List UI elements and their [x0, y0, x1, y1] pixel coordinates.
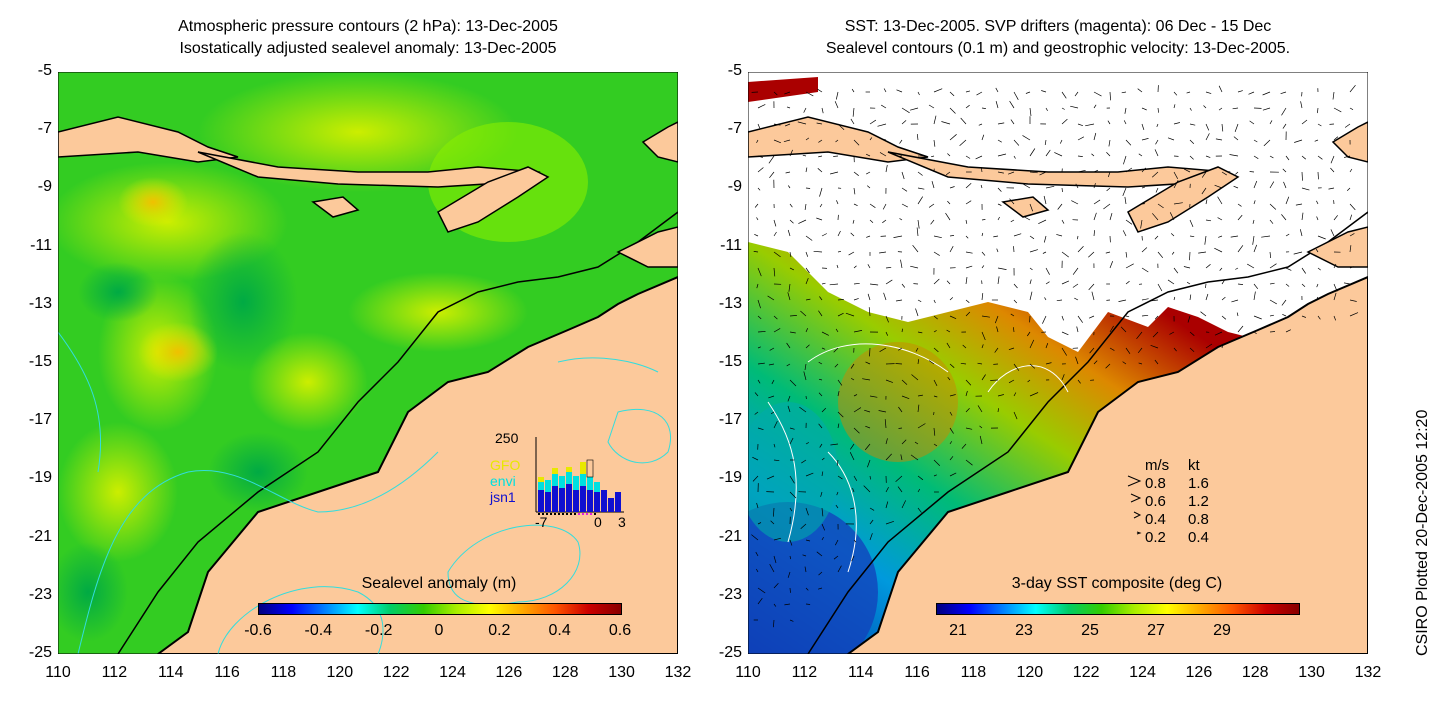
left-x-tick-8: 126 [495, 664, 523, 681]
geostrophic-velocity-vectors [751, 84, 1359, 628]
right-x-tick-4: 118 [960, 664, 987, 681]
sst-colorbar-label: 3-day SST composite (deg C) [1011, 575, 1223, 592]
right-y-tick-9: -23 [718, 585, 742, 603]
right-y-tick-6: -17 [718, 411, 742, 429]
right-y-tick-10: -25 [718, 644, 742, 661]
right-x-tick-3: 116 [904, 664, 930, 681]
sla-colorbar-tick-6: 0.6 [608, 622, 632, 639]
velocity-legend-ms-3: 0.2 [1145, 529, 1166, 546]
right-x-tick-9: 128 [1241, 664, 1269, 681]
sst-colorbar-tick-4: 29 [1213, 622, 1231, 639]
left-y-tick-2: -9 [37, 178, 52, 196]
left-y-tick-0: -5 [37, 62, 52, 79]
sla-colorbar-tick-4: 0.2 [488, 622, 511, 639]
right-y-tick-7: -19 [718, 469, 742, 487]
sla-colorbar-tick-3: 0 [434, 622, 444, 639]
sst-colorbar-tick-1: 23 [1015, 622, 1033, 639]
right-y-tick-8: -21 [718, 527, 742, 545]
left-y-tick-3: -11 [30, 236, 52, 254]
left-x-tick-1: 112 [101, 664, 128, 681]
velocity-legend-kt-3: 0.4 [1188, 529, 1209, 546]
sla-colorbar-tick-2: -0.2 [364, 622, 393, 639]
sst-colorbar-tick-3: 27 [1147, 622, 1165, 639]
velocity-legend-ms-0: 0.8 [1145, 475, 1166, 492]
sla-colorbar-label: Sealevel anomaly (m) [361, 575, 517, 592]
altimeter-histogram-inset [535, 437, 624, 515]
left-x-tick-7: 124 [439, 664, 466, 681]
sealevel-anomaly-map [58, 72, 678, 654]
right-x-tick-7: 124 [1129, 664, 1156, 681]
left-x-tick-9: 128 [551, 664, 579, 681]
velocity-legend-ms-2: 0.4 [1145, 511, 1166, 528]
left-y-tick-8: -21 [28, 527, 52, 545]
inset-xtick-3: 3 [618, 514, 626, 530]
right-x-tick-8: 126 [1185, 664, 1213, 681]
inset-ymax-label: 250 [495, 430, 519, 446]
right-y-tick-3: -11 [720, 236, 742, 254]
left-x-tick-5: 120 [326, 664, 354, 681]
sst-colorbar-tick-2: 25 [1081, 622, 1099, 639]
right-x-tick-5: 120 [1016, 664, 1044, 681]
left-x-tick-2: 114 [157, 664, 184, 681]
left-title-line2: Isostatically adjusted sealevel anomaly:… [179, 40, 557, 57]
left-x-tick-4: 118 [270, 664, 297, 681]
sst-map [748, 72, 1368, 654]
inset-xtick-0: 0 [594, 514, 602, 530]
right-y-tick-0: -5 [727, 62, 742, 79]
right-x-tick-0: 110 [735, 664, 761, 681]
inset-legend-gfo: GFO [490, 457, 521, 473]
left-y-tick-4: -13 [28, 294, 52, 312]
velocity-legend-kt-1: 1.2 [1188, 493, 1209, 510]
right-x-tick-10: 130 [1298, 664, 1325, 681]
sst-colorbar [936, 603, 1300, 615]
left-y-tick-6: -17 [28, 411, 52, 429]
right-y-tick-4: -13 [718, 294, 742, 312]
left-x-tick-6: 122 [382, 664, 410, 681]
left-x-tick-11: 132 [664, 664, 692, 681]
left-y-tick-9: -23 [28, 585, 52, 603]
right-title-line2: Sealevel contours (0.1 m) and geostrophi… [825, 40, 1291, 57]
right-x-tick-2: 114 [847, 664, 874, 681]
sla-colorbar-tick-1: -0.4 [304, 622, 333, 639]
inset-xtick-neg7: -7 [535, 514, 548, 530]
left-x-tick-0: 110 [45, 664, 71, 681]
velocity-legend-ms-1: 0.6 [1145, 493, 1166, 510]
right-y-tick-5: -15 [718, 353, 742, 370]
right-y-tick-1: -7 [727, 120, 742, 138]
inset-legend-jsn1: jsn1 [490, 489, 516, 505]
sla-colorbar-tick-0: -0.6 [244, 622, 272, 639]
left-y-tick-5: -15 [28, 353, 52, 370]
left-y-tick-1: -7 [37, 120, 52, 138]
left-y-tick-10: -25 [28, 644, 52, 661]
velocity-legend-kt-2: 0.8 [1188, 511, 1209, 528]
velocity-legend-header-kt: kt [1188, 457, 1200, 474]
sla-colorbar-tick-5: 0.4 [548, 622, 571, 639]
velocity-legend-header-ms: m/s [1145, 457, 1170, 474]
left-x-tick-3: 116 [214, 664, 240, 681]
left-x-tick-10: 130 [608, 664, 635, 681]
sla-colorbar [258, 603, 622, 615]
velocity-legend-kt-0: 1.6 [1188, 475, 1209, 492]
left-y-tick-7: -19 [28, 469, 52, 487]
right-title-line1: SST: 13-Dec-2005. SVP drifters (magenta)… [844, 18, 1272, 35]
right-x-tick-6: 122 [1072, 664, 1100, 681]
right-x-tick-11: 132 [1354, 664, 1382, 681]
inset-legend-envi: envi [490, 473, 516, 489]
csiro-credit: CSIRO Plotted 20-Dec-2005 12:20 [1414, 409, 1431, 656]
right-x-tick-1: 112 [791, 664, 818, 681]
right-y-tick-2: -9 [727, 178, 742, 196]
velocity-legend-arrows [1127, 475, 1142, 535]
left-title-line1: Atmospheric pressure contours (2 hPa): 1… [178, 18, 558, 35]
sst-colorbar-tick-0: 21 [949, 622, 967, 639]
